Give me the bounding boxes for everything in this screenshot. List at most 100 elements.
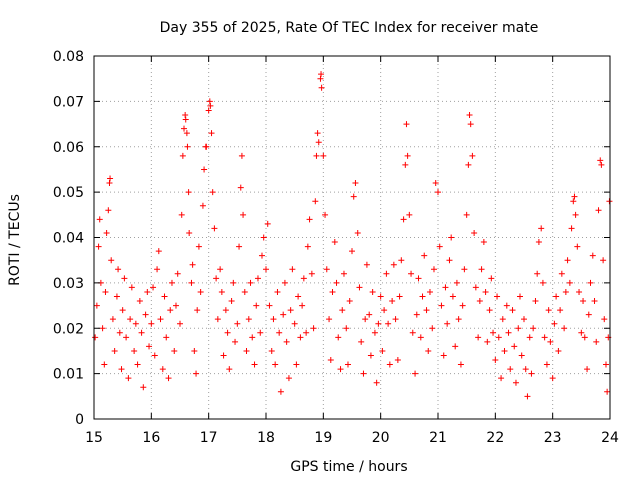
data-point xyxy=(511,343,518,350)
data-point xyxy=(253,302,260,309)
data-point xyxy=(184,143,191,150)
data-point xyxy=(392,316,399,323)
data-point xyxy=(467,121,474,128)
data-point xyxy=(354,229,361,236)
data-point xyxy=(182,116,189,123)
data-point xyxy=(337,366,344,373)
data-point xyxy=(340,270,347,277)
data-point xyxy=(99,325,106,332)
data-point xyxy=(415,275,422,282)
data-point xyxy=(195,243,202,250)
data-point xyxy=(570,198,577,205)
data-point xyxy=(263,266,269,273)
data-point xyxy=(494,293,501,300)
data-point xyxy=(576,288,583,295)
data-point xyxy=(535,239,542,246)
data-point xyxy=(165,375,172,382)
data-point xyxy=(377,293,384,300)
data-point xyxy=(93,302,100,309)
data-point xyxy=(408,270,415,277)
data-points xyxy=(92,71,613,400)
data-point xyxy=(234,320,241,327)
x-tick-label: 23 xyxy=(544,430,562,446)
data-point xyxy=(209,189,216,196)
data-point xyxy=(283,338,290,345)
data-point xyxy=(214,316,221,323)
data-point xyxy=(127,316,134,323)
data-point xyxy=(163,334,170,341)
data-point xyxy=(558,270,565,277)
data-point xyxy=(507,366,514,373)
data-point xyxy=(171,347,178,354)
data-point xyxy=(260,234,267,241)
data-point xyxy=(429,325,436,332)
data-point xyxy=(561,325,568,332)
data-point xyxy=(488,275,495,282)
data-point xyxy=(591,298,598,305)
data-point xyxy=(562,288,569,295)
x-tick-label: 20 xyxy=(372,430,390,446)
x-tick-label: 17 xyxy=(200,430,218,446)
data-point xyxy=(178,211,185,218)
data-point xyxy=(476,298,483,305)
data-point xyxy=(404,152,411,159)
data-point xyxy=(373,379,380,386)
data-point xyxy=(383,270,390,277)
data-point xyxy=(444,320,451,327)
data-point xyxy=(469,152,476,159)
data-point xyxy=(486,307,493,314)
data-point xyxy=(498,375,505,382)
data-point xyxy=(453,279,460,286)
data-point xyxy=(505,329,512,336)
data-point xyxy=(249,334,256,341)
data-point xyxy=(132,320,139,327)
data-point xyxy=(362,316,369,323)
data-point xyxy=(304,243,311,250)
data-point xyxy=(314,130,321,137)
data-point xyxy=(463,211,470,218)
data-point xyxy=(134,361,141,368)
data-point xyxy=(389,298,396,305)
data-point xyxy=(102,288,109,295)
data-point xyxy=(177,320,183,327)
data-point xyxy=(280,311,287,318)
data-point xyxy=(484,338,491,345)
data-point xyxy=(538,225,545,232)
data-point xyxy=(254,275,261,282)
data-point xyxy=(228,298,235,305)
data-point xyxy=(602,361,609,368)
y-tick-label: 0.07 xyxy=(53,94,84,110)
data-point xyxy=(381,307,388,314)
data-point xyxy=(515,325,522,332)
data-point xyxy=(266,302,273,309)
data-point xyxy=(455,316,462,323)
data-point xyxy=(449,293,456,300)
data-point xyxy=(396,293,403,300)
data-point xyxy=(327,357,334,364)
data-point xyxy=(303,329,310,336)
data-point xyxy=(136,298,143,305)
data-point xyxy=(413,311,420,318)
data-point xyxy=(571,193,578,200)
data-point xyxy=(436,243,443,250)
data-point xyxy=(222,307,229,314)
data-point xyxy=(285,375,292,382)
data-point xyxy=(472,284,479,291)
data-point xyxy=(270,316,277,323)
data-point xyxy=(297,334,304,341)
data-point xyxy=(96,216,103,223)
data-point xyxy=(438,302,445,309)
data-point xyxy=(541,334,548,341)
data-point xyxy=(95,243,102,250)
data-point xyxy=(518,352,525,359)
data-point xyxy=(243,347,250,354)
data-point xyxy=(183,130,190,137)
data-point xyxy=(566,279,573,286)
data-point xyxy=(490,329,497,336)
data-point xyxy=(201,166,208,173)
axis-ticks: 15 16 17 18 19 20 21 22 23 24 0 0.01 0.02 0.03 0.04 0.0… xyxy=(53,49,619,446)
data-point xyxy=(203,143,210,150)
data-point xyxy=(442,284,449,291)
y-tick-label: 0.04 xyxy=(53,231,84,247)
